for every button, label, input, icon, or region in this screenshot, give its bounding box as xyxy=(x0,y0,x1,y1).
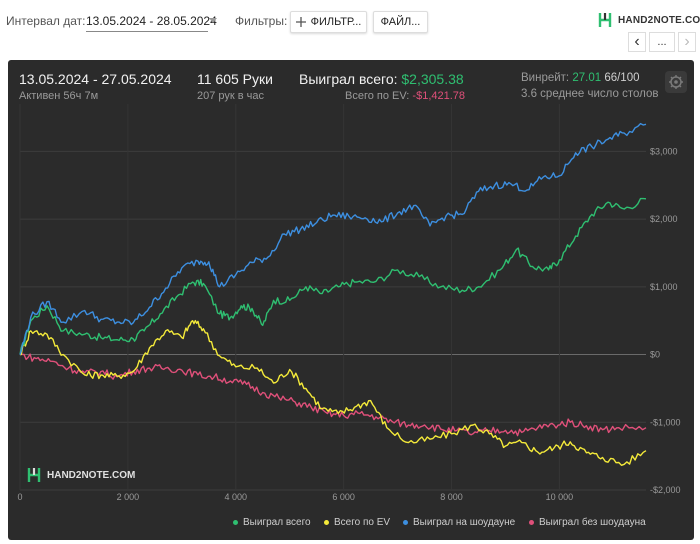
plus-icon xyxy=(295,17,306,27)
winrate: Винрейт: 27.01 66/100 xyxy=(521,72,640,84)
interval-label: Интервал дат: xyxy=(6,14,86,28)
prev-button[interactable]: ‹ xyxy=(628,32,646,52)
files-label: ФАЙЛ... xyxy=(380,16,421,28)
winrate-value: 27.01 xyxy=(572,72,602,84)
chevron-down-icon[interactable] xyxy=(209,18,217,23)
legend-dot-icon xyxy=(403,520,408,525)
ev-total: Всего по EV: -$1,421.78 xyxy=(345,90,465,102)
settings-button[interactable] xyxy=(665,71,687,93)
logo: HAND2NOTE.COM xyxy=(598,12,700,28)
legend-label: Всего по EV xyxy=(334,517,391,528)
gear-icon xyxy=(669,75,683,89)
add-filter-label: ФИЛЬТР... xyxy=(310,16,362,28)
winrate-label: Винрейт: xyxy=(521,72,570,84)
legend-item-showdown[interactable]: Выиграл на шоудауне xyxy=(403,517,515,528)
ev-value: -$1,421.78 xyxy=(412,90,466,102)
legend-item-ev[interactable]: Всего по EV xyxy=(324,517,390,528)
more-label: ... xyxy=(657,36,667,48)
toolbar: Интервал дат: 13.05.2024 - 28.05.2024 Фи… xyxy=(0,0,700,58)
won-total: Выиграл всего: $2,305.38 xyxy=(299,71,464,87)
hand2note-watermark-icon xyxy=(27,468,41,482)
legend-label: Выиграл на шоудауне xyxy=(413,517,516,528)
date-range-select[interactable]: 13.05.2024 - 28.05.2024 xyxy=(86,14,217,28)
legend-label: Выиграл без шоудауна xyxy=(539,517,646,528)
ev-label: Всего по EV: xyxy=(345,90,410,102)
add-filter-button[interactable]: ФИЛЬТР... xyxy=(290,11,367,33)
watermark: HAND2NOTE.COM xyxy=(27,467,135,483)
legend-dot-icon xyxy=(324,520,329,525)
active-time: Активен 56ч 7м xyxy=(19,90,99,102)
next-button[interactable]: › xyxy=(678,32,696,52)
chevron-right-icon: › xyxy=(684,33,690,50)
tables-avg: 3.6 среднее число столов xyxy=(521,88,659,100)
hand2note-logo-icon xyxy=(598,13,612,27)
more-button[interactable]: ... xyxy=(649,32,675,52)
filters-label: Фильтры: xyxy=(235,14,288,28)
legend-dot-icon xyxy=(233,520,238,525)
winrate-suffix: 66/100 xyxy=(604,72,640,84)
legend-item-won-total[interactable]: Выиграл всего xyxy=(233,517,311,528)
hands-count: 11 605 Руки xyxy=(197,71,273,87)
date-range-underline xyxy=(86,31,208,32)
hands-per-hour: 207 рук в час xyxy=(197,90,265,102)
files-button[interactable]: ФАЙЛ... xyxy=(373,11,428,33)
legend-dot-icon xyxy=(529,520,534,525)
legend-item-no-showdown[interactable]: Выиграл без шоудауна xyxy=(529,517,646,528)
chevron-left-icon: ‹ xyxy=(634,33,640,50)
won-total-label: Выиграл всего: xyxy=(299,71,398,87)
logo-text: HAND2NOTE.COM xyxy=(618,14,700,26)
won-total-value: $2,305.38 xyxy=(401,71,464,87)
period-value: 13.05.2024 - 27.05.2024 xyxy=(19,71,172,87)
legend-label: Выиграл всего xyxy=(243,517,311,528)
watermark-text: HAND2NOTE.COM xyxy=(47,469,136,481)
